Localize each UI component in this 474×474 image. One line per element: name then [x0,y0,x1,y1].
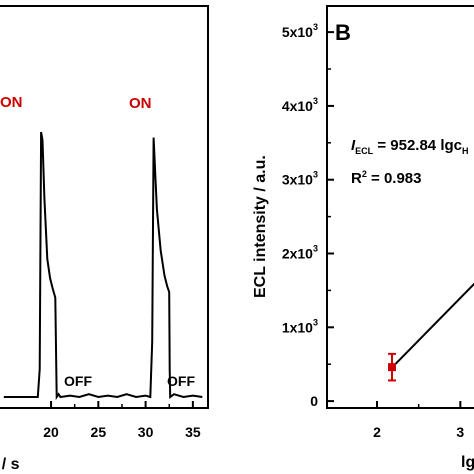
panel-a: 20 25 30 35 ON ON OFF OFF t / s [0,5,209,473]
panel-a-xtick-label: 30 [138,424,154,440]
data-point [388,363,396,372]
panel-b-xtick-label: 3 [456,424,464,440]
panel-b-frame [326,5,474,409]
panel-b: B 0 1x103 2x103 3x103 4x103 5x103 2 3 IECL = 95… [252,5,474,471]
panel-b-letter: B [335,20,351,45]
off-label-1: OFF [64,373,92,389]
on-label-1: ON [0,94,23,111]
panel-b-ytick-label: 3x103 [282,170,318,188]
off-label-2: OFF [167,373,195,389]
panel-a-frame [0,5,209,409]
panel-a-ticks: 20 25 30 35 [43,401,201,440]
r2-symbol: R [351,170,362,187]
panel-a-xtick-label: 20 [43,424,59,440]
panel-b-ytick-label: 5x103 [282,22,318,40]
fit-line [388,282,474,371]
equation: IECL = 952.84 lgcH [351,137,469,156]
r2-superscript: 2 [362,169,367,179]
equation-tail-subscript: H [462,146,469,156]
panel-b-points [388,352,396,382]
equation-subscript: ECL [355,146,374,156]
panel-b-ytick-label: 0 [310,393,318,409]
r-squared: R2 = 0.983 [351,169,422,187]
panel-b-ticks: 0 1x103 2x103 3x103 4x103 5x103 2 3 [282,22,465,440]
panel-b-ytick-label: 1x103 [282,317,318,335]
panel-b-ytick-label: 4x103 [282,96,318,114]
r2-value: = 0.983 [367,170,422,187]
panel-b-ytick-label: 2x103 [282,244,318,262]
panel-b-xtick-label: 2 [373,424,381,440]
equation-body: = 952.84 lgc [373,137,462,154]
equation-symbol: I [351,137,356,154]
panel-a-xtick-label: 25 [91,424,107,440]
panel-a-signal-line [3,131,203,401]
panel-a-xtick-label: 35 [185,424,201,440]
panel-b-xlabel: lg [461,454,474,471]
on-label-2: ON [129,95,152,112]
panel-a-xlabel: t / s [0,456,20,473]
panel-b-ylabel: ECL intensity / a.u. [252,155,269,298]
